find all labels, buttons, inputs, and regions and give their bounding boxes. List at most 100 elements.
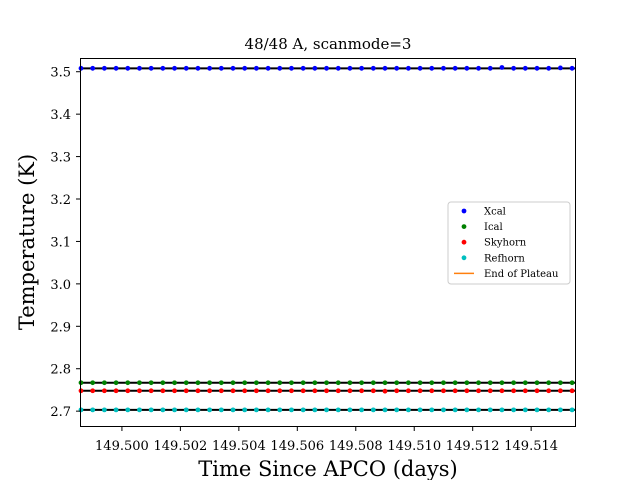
data-point-skyhorn	[324, 388, 329, 394]
data-point-skyhorn	[242, 388, 248, 394]
data-point-skyhorn	[522, 388, 528, 394]
data-point-skyhorn	[230, 388, 236, 394]
data-point-skyhorn	[160, 388, 166, 394]
legend-marker-swatch	[461, 224, 467, 230]
legend-marker-swatch	[461, 239, 467, 245]
data-point-xcal	[569, 65, 575, 71]
data-point-refhorn	[405, 407, 411, 413]
data-point-ical	[265, 380, 271, 386]
data-point-skyhorn	[569, 388, 575, 394]
data-point-xcal	[300, 65, 306, 71]
data-point-skyhorn	[195, 388, 201, 394]
data-point-skyhorn	[370, 388, 376, 394]
x-axis-label: Time Since APCO (days)	[198, 457, 457, 480]
data-point-skyhorn	[172, 388, 177, 394]
data-point-ical	[546, 380, 552, 386]
x-tick-label: 149.514	[504, 439, 558, 454]
data-point-refhorn	[464, 407, 470, 413]
data-point-ical	[148, 380, 154, 386]
data-point-skyhorn	[429, 388, 435, 394]
data-point-ical	[441, 380, 446, 386]
data-point-skyhorn	[359, 388, 365, 394]
data-point-skyhorn	[557, 388, 563, 394]
data-point-skyhorn	[511, 388, 517, 394]
data-point-refhorn	[218, 407, 224, 413]
data-point-refhorn	[534, 407, 540, 413]
data-point-refhorn	[557, 407, 563, 413]
data-point-skyhorn	[452, 388, 458, 394]
data-point-refhorn	[347, 407, 353, 413]
data-point-refhorn	[335, 407, 341, 413]
data-point-xcal	[172, 65, 177, 71]
data-point-xcal	[534, 65, 540, 71]
data-point-ical	[511, 380, 517, 386]
data-point-xcal	[452, 65, 458, 71]
y-tick-label: 3.2	[50, 193, 71, 208]
y-tick-label: 3.3	[50, 151, 71, 166]
data-point-skyhorn	[464, 388, 470, 394]
data-point-refhorn	[183, 407, 189, 413]
x-tick-label: 149.510	[387, 439, 441, 454]
data-point-ical	[429, 380, 435, 386]
data-point-xcal	[557, 65, 563, 71]
data-point-ical	[195, 380, 201, 386]
data-point-refhorn	[300, 407, 306, 413]
data-point-xcal	[359, 65, 365, 71]
data-point-refhorn	[113, 407, 119, 413]
data-point-refhorn	[277, 407, 283, 413]
data-point-refhorn	[137, 407, 142, 413]
data-point-xcal	[511, 65, 517, 71]
data-point-skyhorn	[277, 388, 283, 394]
legend-label: Xcal	[484, 207, 506, 218]
data-point-skyhorn	[382, 388, 388, 394]
data-point-xcal	[183, 65, 189, 71]
data-point-xcal	[476, 65, 481, 71]
data-point-xcal	[230, 65, 236, 71]
data-point-ical	[242, 380, 248, 386]
data-point-refhorn	[160, 407, 166, 413]
data-point-ical	[464, 380, 470, 386]
data-point-skyhorn	[487, 388, 493, 394]
data-point-ical	[569, 380, 575, 386]
data-point-skyhorn	[265, 388, 271, 394]
data-point-xcal	[101, 65, 107, 71]
data-point-ical	[347, 380, 353, 386]
data-point-refhorn	[452, 407, 458, 413]
data-point-skyhorn	[300, 388, 306, 394]
data-point-xcal	[242, 65, 248, 71]
data-point-xcal	[277, 65, 283, 71]
x-axis: 149.500 149.502 149.504 149.506 149.508 149.5…	[95, 426, 558, 454]
data-point-ical	[183, 380, 189, 386]
data-point-refhorn	[429, 407, 435, 413]
data-point-xcal	[394, 65, 400, 71]
data-point-refhorn	[289, 407, 294, 413]
data-point-refhorn	[476, 407, 481, 413]
data-point-ical	[113, 380, 119, 386]
data-point-ical	[289, 380, 294, 386]
data-point-refhorn	[195, 407, 201, 413]
data-point-ical	[534, 380, 540, 386]
data-point-refhorn	[230, 407, 236, 413]
data-point-skyhorn	[207, 388, 213, 394]
data-point-refhorn	[312, 407, 318, 413]
data-point-refhorn	[522, 407, 528, 413]
data-point-refhorn	[569, 407, 575, 413]
data-point-xcal	[370, 65, 376, 71]
data-point-skyhorn	[476, 388, 481, 394]
y-tick-label: 3.1	[50, 235, 71, 250]
data-point-refhorn	[511, 407, 517, 413]
data-point-ical	[137, 380, 142, 386]
data-point-refhorn	[90, 407, 96, 413]
y-axis-label: Temperature (K)	[15, 154, 39, 330]
legend-box	[447, 201, 571, 285]
data-point-skyhorn	[101, 388, 107, 394]
legend: Xcal Ical Skyhorn Refhorn End of Plateau	[447, 201, 571, 285]
data-point-skyhorn	[441, 388, 446, 394]
y-tick-label: 2.8	[50, 363, 71, 378]
data-point-xcal	[137, 65, 142, 71]
x-tick-label: 149.506	[270, 439, 324, 454]
data-point-xcal	[90, 65, 96, 71]
data-point-ical	[417, 380, 423, 386]
plot-marks	[78, 65, 575, 413]
data-point-refhorn	[417, 407, 423, 413]
